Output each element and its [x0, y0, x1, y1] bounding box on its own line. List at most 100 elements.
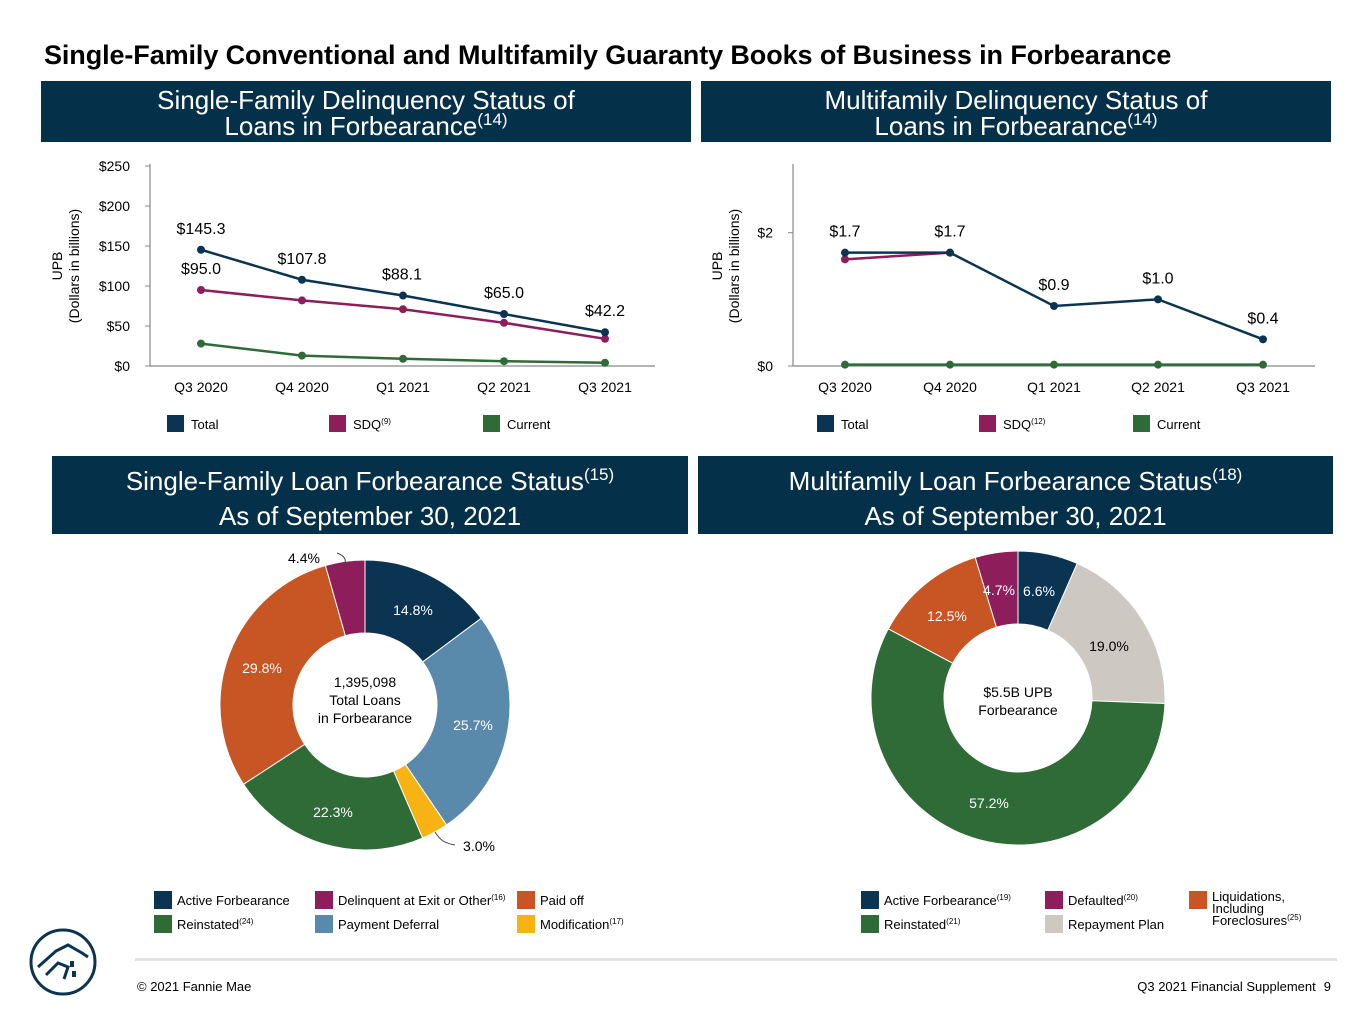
sf_donut-label-reinstated: 22.3% — [313, 804, 353, 820]
sf_line-total-data-label: $65.0 — [484, 285, 524, 302]
footer-doc-info: Q3 2021 Financial Supplement 9 — [1129, 979, 1331, 994]
mf_line-x-tick-label: Q3 2021 — [1236, 379, 1290, 395]
mf_line-total-line — [845, 251, 1264, 341]
sf_line-total-data-label: $107.8 — [278, 251, 327, 268]
footer-page-number: 9 — [1323, 979, 1331, 994]
sf_line-y-label: UPB — [49, 252, 65, 281]
mf_line-total-point — [841, 248, 849, 257]
mf_donut-legend-repayment-plan-label: Repayment Plan — [1068, 917, 1164, 932]
sf_donut-legend-delinquent-at-exit-or-other-swatch — [315, 891, 333, 909]
mf_line-total-data-label: $1.7 — [934, 224, 965, 241]
mf_line-legend-current-swatch — [1133, 415, 1150, 432]
mf-delinquency-header-sup: (14) — [1127, 110, 1158, 129]
mf_line-y-tick-label: $2 — [757, 225, 773, 241]
mf_donut-label-liquidations-including-foreclosures: 12.5% — [927, 608, 967, 624]
mf_donut-label-active-forbearance: 6.6% — [1023, 583, 1055, 599]
sf_donut-legend-reinstated-swatch — [154, 915, 172, 933]
mf_line-current-point — [1259, 360, 1267, 369]
mf_donut-legend-active-forbearance-label: Active Forbearance(19) — [884, 893, 1011, 908]
mf_line-total-point — [946, 248, 954, 257]
mf_line-x-tick-label: Q3 2020 — [818, 379, 872, 395]
mf_line-legend-total-label: Total — [841, 417, 869, 432]
mf_donut-legend-reinstated-label: Reinstated(21) — [884, 917, 961, 932]
mf_donut-legend-active-forbearance-swatch — [861, 891, 879, 909]
sf_donut-center-text: 1,395,098 — [334, 674, 396, 690]
page-title: Single-Family Conventional and Multifami… — [44, 40, 1172, 70]
sf-status-header: Single-Family Loan Forbearance Status(15… — [52, 456, 688, 534]
mf_line-total-point — [1259, 335, 1267, 344]
sf_line-sdq-point — [500, 318, 508, 327]
mf_line-sdq-point — [841, 255, 849, 264]
sf_line-current-point — [601, 358, 609, 367]
sf_donut-center-text: Total Loans — [329, 692, 401, 708]
mf_line-current-point — [841, 360, 849, 369]
sf-status-header-line1: Single-Family Loan Forbearance Status — [125, 466, 584, 496]
sf_donut-legend-payment-deferral-label: Payment Deferral — [338, 917, 439, 932]
mf_line-x-tick-label: Q1 2021 — [1027, 379, 1081, 395]
sf_line-sdq-data-label: $95.0 — [181, 261, 221, 278]
mf-status-header: Multifamily Loan Forbearance Status(18) … — [698, 456, 1333, 534]
sf_donut-leader-modification — [434, 831, 456, 846]
mf_line-y-label-2: (Dollars in billions) — [726, 209, 742, 323]
sf_line-total-point — [500, 310, 508, 318]
mf_line-legend-sdq-label: SDQ(12) — [1003, 417, 1046, 432]
sf_line-y-label-2: (Dollars in billions) — [66, 209, 82, 323]
mf_line-current-point — [1050, 360, 1058, 369]
sf_donut-slice-payment-deferral — [404, 617, 511, 826]
mf_donut-label-reinstated: 57.2% — [969, 795, 1009, 811]
sf_line-legend-current-label: Current — [507, 417, 551, 432]
mf_line-legend-total-swatch — [817, 415, 834, 432]
sf_line-legend-current-swatch — [483, 415, 500, 432]
sf_line-legend-sdq-label: SDQ(9) — [353, 417, 391, 432]
mf_donut-label-defaulted: 4.7% — [983, 582, 1015, 598]
sf_line-total-point — [298, 275, 306, 284]
mf_donut-center-text: Forbearance — [978, 702, 1058, 718]
sf_line-sdq-point — [298, 296, 306, 305]
sf_line-total-data-label: $88.1 — [382, 267, 422, 284]
sf-delinquency-header-line2: Loans in Forbearance — [224, 111, 478, 141]
mf-status-header-sup: (18) — [1212, 465, 1243, 484]
sf_line-current-point — [500, 357, 508, 366]
sf_line-current-point — [298, 351, 306, 360]
sf_line-x-tick-label: Q4 2020 — [275, 379, 329, 395]
sf_line-sdq-point — [399, 305, 407, 314]
mf_donut-label-repayment-plan: 19.0% — [1089, 638, 1129, 654]
mf_line-y-tick-label: $0 — [757, 358, 773, 374]
mf-delinquency-header-line1: Multifamily Delinquency Status of — [824, 85, 1208, 115]
mf_line-total-data-label: $0.9 — [1038, 277, 1069, 294]
mf_donut-legend-repayment-plan-swatch — [1045, 915, 1063, 933]
mf_line-x-tick-label: Q4 2020 — [923, 379, 977, 395]
mf_line-current-point — [946, 360, 954, 369]
mf_donut-legend-liquidations-swatch — [1189, 891, 1207, 909]
sf_donut-label-delinquent-at-exit-or-other: 4.4% — [288, 550, 320, 566]
sf_line-total-data-label: $145.3 — [177, 221, 226, 238]
mf_line-legend-current-label: Current — [1157, 417, 1201, 432]
mf-delinquency-header-line2: Loans in Forbearance — [874, 111, 1128, 141]
sf_donut-label-modification: 3.0% — [463, 838, 495, 854]
sf_donut-legend-modification-label: Modification(17) — [540, 917, 624, 932]
sf-delinquency-header: Single-Family Delinquency Status of Loan… — [41, 81, 691, 142]
footer-divider — [135, 958, 1337, 961]
mf_donut-legend-liquidations-label: Liquidations, Including Foreclosures(25) — [1212, 889, 1302, 928]
sf_line-y-tick-label: $100 — [99, 278, 130, 294]
sf_donut-label-paid-off: 29.8% — [242, 660, 282, 676]
mf_line-y-label: UPB — [709, 252, 725, 281]
sf_line-y-tick-label: $0 — [114, 358, 130, 374]
sf_line-total-point — [601, 328, 609, 337]
mf_donut-slice-defaulted — [974, 550, 1019, 628]
sf-delinquency-header-line1: Single-Family Delinquency Status of — [157, 85, 575, 115]
mf_line-x-tick-label: Q2 2021 — [1131, 379, 1185, 395]
sf_line-current-point — [197, 339, 205, 348]
sf-status-header-sup: (15) — [583, 465, 615, 484]
sf_line-legend-sdq-swatch — [329, 415, 346, 432]
sf_donut-legend-reinstated-label: Reinstated(24) — [177, 917, 254, 932]
sf_donut-center-text: in Forbearance — [318, 710, 412, 726]
sf_line-x-tick-label: Q3 2020 — [174, 379, 228, 395]
sf_line-legend-total-label: Total — [191, 417, 219, 432]
sf_donut-legend-payment-deferral-swatch — [315, 915, 333, 933]
sf_donut-legend-paid-off-swatch — [517, 891, 535, 909]
sf-status-header-line2: As of September 30, 2021 — [218, 501, 522, 531]
mf_line-total-data-label: $0.4 — [1247, 310, 1278, 327]
sf_line-total-data-label: $42.2 — [585, 303, 625, 320]
